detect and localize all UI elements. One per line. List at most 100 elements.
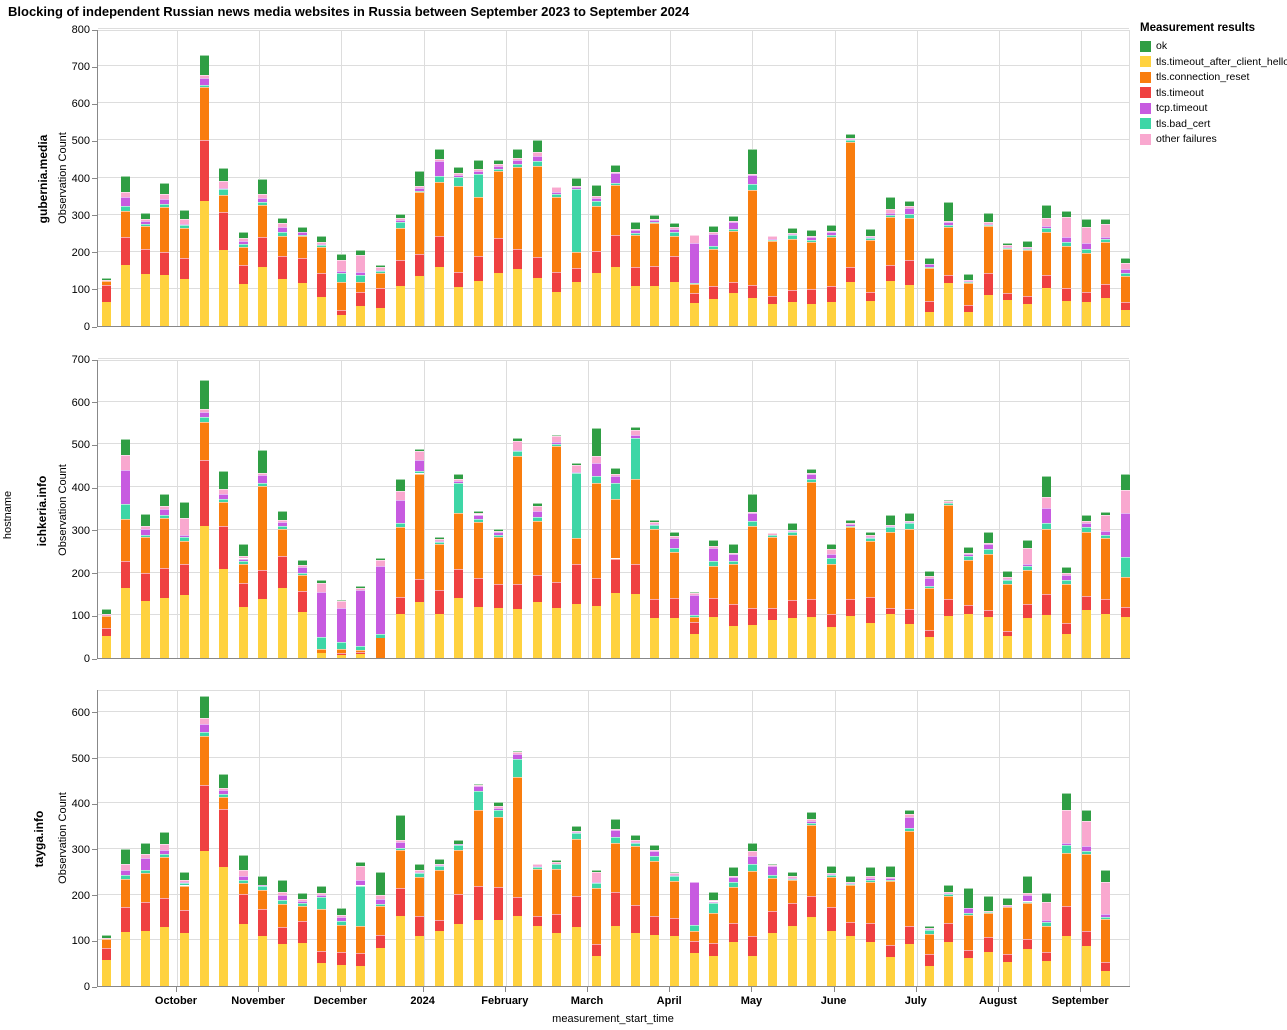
bar-segment-other-failures: [160, 506, 170, 509]
legend-swatch-icon: [1140, 56, 1151, 67]
bar-segment-tls-bad-cert: [689, 925, 699, 932]
bar-segment-ok: [121, 175, 131, 193]
bar-segment-tcp-timeout: [826, 874, 836, 876]
bar-segment-tls-timeout-after-client-hello: [748, 956, 758, 986]
bar-segment-tls-timeout-after-client-hello: [611, 926, 621, 986]
bar-segment-tls-timeout-after-client-hello: [650, 286, 660, 326]
bar-segment-other-failures: [356, 866, 366, 880]
bar-segment-ok: [826, 543, 836, 549]
bar-segment-tls-timeout-after-client-hello: [1120, 310, 1130, 326]
bar-segment-tls-bad-cert: [179, 537, 189, 541]
bar-segment-other-failures: [748, 173, 758, 175]
bar-segment-ok: [944, 201, 954, 221]
bar-segment-tcp-timeout: [1042, 920, 1052, 923]
bar-segment-ok: [983, 531, 993, 544]
y-tick-mark: [92, 252, 97, 254]
bar-segment-other-failures: [728, 552, 738, 554]
bar-segment-tls-timeout: [1003, 954, 1013, 963]
bar-segment-tls-timeout-after-client-hello: [728, 942, 738, 986]
bar-segment-tls-bad-cert: [179, 883, 189, 886]
bar-segment-ok: [1061, 566, 1071, 574]
bar-segment-tls-bad-cert: [944, 503, 954, 505]
bar-segment-other-failures: [532, 151, 542, 157]
bar-segment-tcp-timeout: [375, 565, 385, 634]
bar-segment-ok: [1101, 869, 1111, 883]
bar-segment-other-failures: [238, 556, 248, 559]
bar-segment-ok: [160, 494, 170, 507]
bar-segment-tls-connection-reset: [1003, 583, 1013, 632]
bar-segment-tcp-timeout: [728, 877, 738, 883]
bar-segment-tls-connection-reset: [101, 616, 111, 629]
bar-segment-tls-timeout-after-client-hello: [454, 924, 464, 986]
bar-segment-tls-timeout-after-client-hello: [748, 298, 758, 326]
gridline: [259, 691, 261, 986]
bar-segment-tcp-timeout: [1022, 894, 1032, 902]
bar-segment-other-failures: [1101, 882, 1111, 915]
bar-segment-tcp-timeout: [434, 540, 444, 542]
gridline: [505, 31, 507, 326]
bar-segment-ok: [865, 229, 875, 237]
bar-segment-tls-timeout-after-client-hello: [454, 287, 464, 326]
bar-segment-ok: [1022, 876, 1032, 893]
bar-segment-ok: [787, 523, 797, 530]
bar-segment-tls-connection-reset: [140, 873, 150, 903]
bar-segment-tcp-timeout: [140, 221, 150, 224]
y-tick-mark: [92, 658, 97, 660]
bar-segment-tls-timeout: [983, 609, 993, 617]
bar-segment-tls-bad-cert: [669, 231, 679, 236]
legend-swatch-icon: [1140, 133, 1151, 145]
bar-segment-tls-connection-reset: [1003, 248, 1013, 293]
bar-segment-tls-timeout-after-client-hello: [591, 605, 601, 658]
bar-segment-tcp-timeout: [493, 165, 503, 169]
bar-segment-tls-bad-cert: [140, 869, 150, 874]
bar-segment-tls-bad-cert: [219, 793, 229, 798]
bar-segment-tls-timeout: [395, 888, 405, 917]
bar-segment-tcp-timeout: [807, 474, 817, 480]
bar-segment-tls-bad-cert: [121, 504, 131, 520]
bar-segment-tls-connection-reset: [787, 239, 797, 290]
bar-segment-other-failures: [395, 218, 405, 220]
bar-segment-tls-timeout-after-client-hello: [826, 931, 836, 986]
bar-week-24: [571, 359, 581, 658]
bar-segment-tls-connection-reset: [238, 564, 248, 584]
bar-week-39: [865, 689, 875, 986]
bar-segment-tls-connection-reset: [1022, 569, 1032, 604]
bar-segment-tls-timeout-after-client-hello: [121, 932, 131, 986]
bar-segment-other-failures: [1042, 218, 1052, 226]
bar-segment-tls-connection-reset: [963, 559, 973, 605]
bar-segment-tcp-timeout: [944, 892, 954, 895]
bar-segment-tls-timeout-after-client-hello: [160, 598, 170, 658]
x-tick-mark: [915, 987, 917, 992]
bar-segment-tls-timeout: [454, 894, 464, 925]
bar-segment-tcp-timeout: [650, 851, 660, 857]
bar-segment-tls-timeout: [905, 608, 915, 624]
bar-week-52: [1120, 29, 1130, 326]
bar-segment-tls-timeout: [767, 295, 777, 305]
bar-segment-tls-bad-cert: [395, 523, 405, 528]
bar-segment-ok: [1081, 809, 1091, 822]
bar-segment-tcp-timeout: [905, 522, 915, 524]
bar-segment-tls-bad-cert: [552, 193, 562, 197]
bar-week-13: [356, 359, 366, 658]
bar-segment-tls-timeout-after-client-hello: [513, 608, 523, 658]
bar-segment-tls-connection-reset: [1081, 853, 1091, 932]
bar-segment-tls-connection-reset: [1022, 903, 1032, 939]
bar-segment-tls-timeout: [748, 607, 758, 625]
y-tick-mark: [92, 895, 97, 897]
bar-segment-tcp-timeout: [1042, 225, 1052, 228]
bar-segment-tls-connection-reset: [611, 184, 621, 236]
y-tick-label: 600: [71, 706, 90, 719]
bar-segment-tcp-timeout: [473, 514, 483, 519]
bar-segment-other-failures: [846, 881, 856, 884]
bar-segment-tls-bad-cert: [826, 558, 836, 564]
bar-segment-tls-timeout-after-client-hello: [375, 308, 385, 326]
bar-week-10: [297, 689, 307, 986]
bar-segment-ok: [963, 888, 973, 909]
bar-segment-other-failures: [905, 205, 915, 208]
gridline: [916, 361, 918, 658]
bar-segment-tls-bad-cert: [944, 894, 954, 896]
gridline: [916, 691, 918, 986]
bar-segment-tls-timeout-after-client-hello: [767, 933, 777, 986]
bar-segment-tls-timeout: [669, 597, 679, 618]
bar-segment-tls-connection-reset: [983, 913, 993, 938]
